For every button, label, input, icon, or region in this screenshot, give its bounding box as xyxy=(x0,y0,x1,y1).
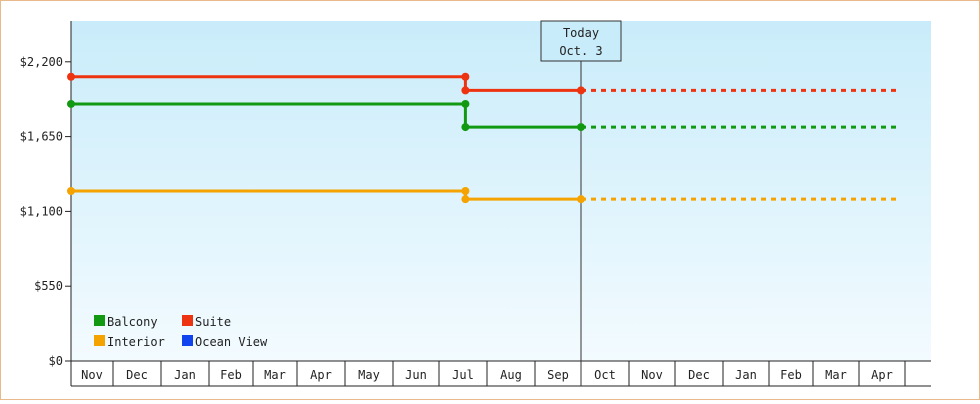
today-date-label: Oct. 3 xyxy=(559,44,602,58)
x-tick-label: Aug xyxy=(500,368,522,382)
legend-label-balcony: Balcony xyxy=(107,315,158,329)
x-tick-label: Feb xyxy=(780,368,802,382)
data-point-suite xyxy=(461,72,470,81)
data-point-suite xyxy=(577,86,585,95)
data-point-balcony xyxy=(461,99,470,108)
data-point-interior xyxy=(577,195,585,204)
series-line-interior xyxy=(71,189,581,201)
series-line-balcony xyxy=(71,102,581,129)
x-tick-label: Jan xyxy=(735,368,757,382)
legend-swatch-balcony xyxy=(94,315,105,326)
data-point-suite xyxy=(461,86,470,95)
x-tick-label: Nov xyxy=(81,368,103,382)
x-tick-label: Dec xyxy=(126,368,148,382)
x-tick-label: Jan xyxy=(174,368,196,382)
legend-label-ocean-view: Ocean View xyxy=(195,335,268,349)
today-label: Today xyxy=(563,26,599,40)
x-tick-label: Apr xyxy=(310,368,332,382)
x-tick-label: Dec xyxy=(688,368,710,382)
y-tick-label: $1,650 xyxy=(20,130,63,144)
x-tick-label: Jul xyxy=(452,368,474,382)
x-tick-label: Oct xyxy=(594,368,616,382)
data-point-suite xyxy=(67,72,75,81)
legend-swatch-interior xyxy=(94,335,105,346)
today-callout-box xyxy=(540,20,622,62)
y-tick-label: $550 xyxy=(34,279,63,293)
data-point-balcony xyxy=(461,123,470,132)
x-tick-label: Sep xyxy=(547,368,569,382)
data-point-interior xyxy=(461,187,470,195)
legend-label-suite: Suite xyxy=(195,315,231,329)
x-tick-label: Apr xyxy=(871,368,893,382)
series-line-suite xyxy=(71,75,581,92)
data-point-balcony xyxy=(577,123,585,132)
x-tick-label: Nov xyxy=(641,368,663,382)
y-tick-label: $1,100 xyxy=(20,204,63,218)
x-tick-label: Mar xyxy=(825,368,847,382)
data-point-balcony xyxy=(67,99,75,108)
y-tick-label: $2,200 xyxy=(20,55,63,69)
data-point-interior xyxy=(67,187,75,195)
x-tick-label: May xyxy=(358,368,380,382)
legend-swatch-ocean-view xyxy=(182,335,193,346)
y-tick-label: $0 xyxy=(49,354,63,368)
x-tick-label: Jun xyxy=(405,368,427,382)
data-point-interior xyxy=(461,195,470,204)
x-tick-label: Mar xyxy=(264,368,286,382)
legend-swatch-suite xyxy=(182,315,193,326)
legend-label-interior: Interior xyxy=(107,335,165,349)
x-tick-label: Feb xyxy=(220,368,242,382)
